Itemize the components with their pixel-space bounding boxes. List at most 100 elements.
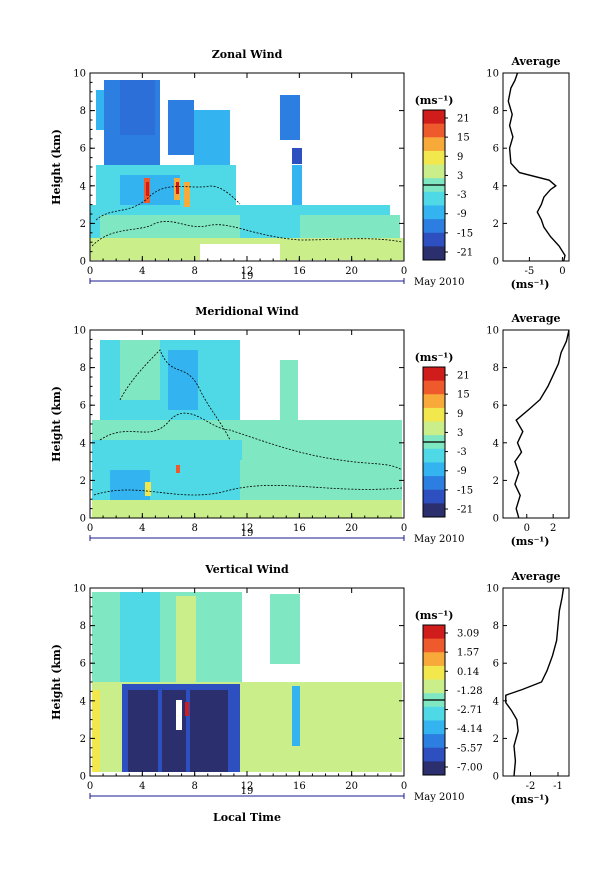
vertical-colorbar-swatch [423,747,445,762]
vertical-xtick-label: 0 [87,781,93,792]
meridional-colorbar-swatch [423,380,445,395]
vertical-colorbar-label: -5.57 [457,743,483,754]
zonal-colorbar-label: -15 [457,228,473,239]
meridional-profile-ytick-label: 4 [493,438,499,449]
zonal-colorbar-unit: (ms⁻¹) [415,94,454,107]
vertical-xtick-label: 16 [293,781,306,792]
zonal-colorbar-swatch [423,137,445,152]
meridional-xtick-label: 20 [345,523,358,534]
meridional-profile-line [514,329,570,519]
zonal-colorbar-swatch [423,150,445,166]
vertical-xtick-label: 20 [345,781,358,792]
meridional-date-axis-end [89,535,405,541]
zonal-colorbar-label: 21 [457,114,470,125]
vertical-colorbar-swatch [423,665,445,681]
zonal-xtick-label: 8 [191,266,197,277]
vertical-colorbar-swatch [423,706,445,721]
zonal-wind-panel: Zonal Wind Height (km) [50,48,404,260]
zonal-colorbar-label: -21 [457,248,473,259]
zonal-wind-ylabel: Height (km) [50,129,63,205]
zonal-colorbar-swatch [423,219,445,234]
zonal-colorbar-label: -3 [457,190,467,201]
vertical-colorbar-label: 0.14 [457,667,479,678]
vertical-ytick-label: 4 [80,696,86,707]
zonal-ytick-label: 0 [80,257,86,268]
vertical-xtick-label: 4 [139,781,145,792]
meridional-xtick-label: 0 [401,523,407,534]
meridional-wind-title: Meridional Wind [195,305,299,318]
zonal-ytick-label: 6 [80,144,86,155]
vertical-colorbar-swatch [423,679,445,694]
meridional-profile-ytick-label: 2 [493,476,499,487]
zonal-profile-line [507,72,566,262]
zonal-xtick-label: 0 [87,266,93,277]
vertical-wind-heatmap [92,592,402,772]
zonal-profile-ytick-label: 10 [486,69,499,80]
zonal-profile-ytick-label: 2 [493,219,499,230]
vertical-colorbar-label: 1.57 [457,648,479,659]
meridional-colorbar-swatch [423,503,445,518]
meridional-colorbar-label: -15 [457,485,473,496]
meridional-colorbar-label: 15 [457,390,470,401]
meridional-colorbar-swatch [423,476,445,491]
vertical-profile-xtick-label: -1 [553,781,563,792]
x-axis-label: Local Time [213,811,281,824]
vertical-xtick-label: 0 [401,781,407,792]
vertical-colorbar-label: -1.28 [457,686,483,697]
vertical-colorbar-label: -2.71 [457,705,483,716]
vertical-wind-title: Vertical Wind [204,563,289,576]
vertical-wind-panel: Vertical Wind Height (km) [50,563,402,772]
zonal-colorbar-swatch [423,191,445,206]
vertical-colorbar-swatch [423,652,445,667]
zonal-ytick-label: 4 [80,181,86,192]
meridional-colorbar-label: 9 [457,409,463,420]
meridional-ytick-label: 6 [80,401,86,412]
vertical-profile-ytick-label: 0 [493,772,499,783]
zonal-colorbar-swatch [423,205,445,220]
meridional-colorbar-swatch [423,367,445,382]
meridional-xtick-label: 12 [241,523,254,534]
meridional-profile-xtick-label: 0 [524,523,530,534]
meridional-profile-ytick-label: 0 [493,514,499,525]
zonal-profile-xtick-label: 0 [559,266,565,277]
vertical-xtick-label: 12 [241,781,254,792]
meridional-xtick-label: 16 [293,523,306,534]
zonal-profile-title: Average [510,55,560,68]
meridional-colorbar-label: 3 [457,428,463,439]
zonal-wind-title: Zonal Wind [212,48,283,61]
meridional-colorbar-swatch [423,448,445,463]
vertical-ytick-label: 2 [80,734,86,745]
zonal-xtick-label: 4 [139,266,145,277]
vertical-date-label: 19 [241,786,254,797]
zonal-date-label: 19 [241,271,254,282]
meridional-ytick-label: 8 [80,363,86,374]
meridional-xtick-label: 0 [87,523,93,534]
vertical-wind-ylabel: Height (km) [50,644,63,720]
zonal-profile-ytick-label: 4 [493,181,499,192]
zonal-colorbar-label: 15 [457,133,470,144]
zonal-colorbar-label: 3 [457,171,463,182]
vertical-colorbar-swatch [423,720,445,735]
meridional-ytick-label: 10 [73,326,86,337]
meridional-wind-panel: Meridional Wind Height (km) [50,305,403,518]
zonal-ytick-label: 10 [73,69,86,80]
vertical-ytick-label: 10 [73,584,86,595]
zonal-profile-ytick-label: 6 [493,144,499,155]
vertical-profile-xtick-label: -2 [526,781,536,792]
zonal-xtick-label: 12 [241,266,254,277]
meridional-ytick-label: 0 [80,514,86,525]
meridional-colorbar-swatch [423,421,445,436]
meridional-profile-frame [502,329,570,519]
vertical-profile-ytick-label: 8 [493,621,499,632]
meridional-month-label: May 2010 [414,534,464,545]
meridional-wind-ylabel: Height (km) [50,386,63,462]
meridional-profile-xtick-label: 2 [550,523,556,534]
meridional-profile-ytick-label: 6 [493,401,499,412]
vertical-ytick-label: 6 [80,659,86,670]
zonal-colorbar-label: -9 [457,209,467,220]
zonal-profile-xtick-label: -5 [525,266,535,277]
vertical-xtick-label: 8 [191,781,197,792]
meridional-date-label: 19 [241,528,254,539]
vertical-colorbar-unit: (ms⁻¹) [415,609,454,622]
